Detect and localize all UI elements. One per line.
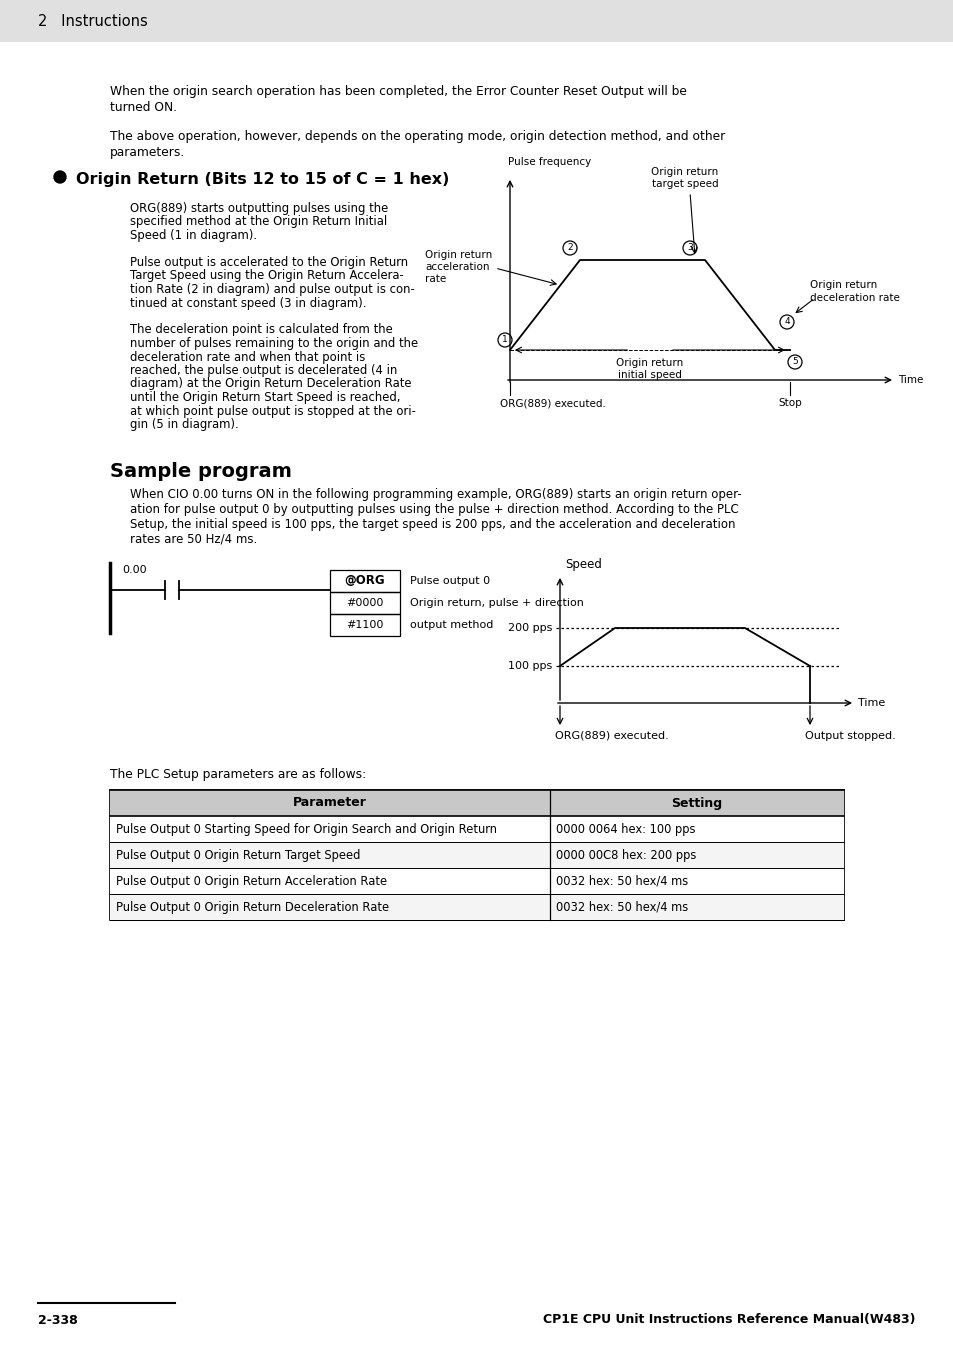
Text: initial speed: initial speed [618,370,681,379]
Text: Pulse Output 0 Origin Return Target Speed: Pulse Output 0 Origin Return Target Spee… [116,849,360,861]
Text: @ORG: @ORG [344,575,385,587]
Text: Target Speed using the Origin Return Accelera-: Target Speed using the Origin Return Acc… [130,270,403,282]
Text: ORG(889) executed.: ORG(889) executed. [499,398,605,408]
Text: CP1E CPU Unit Instructions Reference Manual(W483): CP1E CPU Unit Instructions Reference Man… [543,1314,915,1327]
Text: ation for pulse output 0 by outputting pulses using the pulse + direction method: ation for pulse output 0 by outputting p… [130,504,738,516]
Text: Stop: Stop [778,398,801,408]
Bar [330,570,399,593]
Text: reached, the pulse output is decelerated (4 in: reached, the pulse output is decelerated… [130,364,397,377]
Text: tion Rate (2 in diagram) and pulse output is con-: tion Rate (2 in diagram) and pulse outpu… [130,284,415,296]
Text: 0.00: 0.00 [123,566,147,575]
Text: gin (5 in diagram).: gin (5 in diagram). [130,418,238,431]
Text: target speed: target speed [651,180,718,189]
Text: Speed (1 in diagram).: Speed (1 in diagram). [130,230,257,242]
Text: Pulse output 0: Pulse output 0 [410,576,490,586]
Bar [110,842,843,868]
Text: ORG(889) starts outputting pulses using the: ORG(889) starts outputting pulses using … [130,202,388,215]
Text: When CIO 0.00 turns ON in the following programming example, ORG(889) starts an : When CIO 0.00 turns ON in the following … [130,487,741,501]
Bar [0,0,953,42]
Text: Time: Time [897,375,923,385]
Text: 4: 4 [783,317,789,327]
Text: 0000 00C8 hex: 200 pps: 0000 00C8 hex: 200 pps [556,849,696,861]
Text: ORG(889) executed.: ORG(889) executed. [555,730,668,741]
Text: 100 pps: 100 pps [507,662,552,671]
Text: Setup, the initial speed is 100 pps, the target speed is 200 pps, and the accele: Setup, the initial speed is 100 pps, the… [130,518,735,531]
Text: Origin return: Origin return [651,167,718,177]
Text: Setting: Setting [671,796,721,810]
Text: tinued at constant speed (3 in diagram).: tinued at constant speed (3 in diagram). [130,297,366,309]
Text: output method: output method [410,620,493,630]
Text: 2: 2 [567,243,572,252]
Text: 0032 hex: 50 hex/4 ms: 0032 hex: 50 hex/4 ms [556,900,687,914]
Text: 3: 3 [686,243,692,252]
Text: number of pulses remaining to the origin and the: number of pulses remaining to the origin… [130,338,417,350]
Text: Pulse output is accelerated to the Origin Return: Pulse output is accelerated to the Origi… [130,256,408,269]
Text: rates are 50 Hz/4 ms.: rates are 50 Hz/4 ms. [130,533,257,545]
Bar [330,614,399,636]
Text: until the Origin Return Start Speed is reached,: until the Origin Return Start Speed is r… [130,392,400,404]
Text: at which point pulse output is stopped at the ori-: at which point pulse output is stopped a… [130,405,416,417]
Text: Origin return, pulse + direction: Origin return, pulse + direction [410,598,583,608]
Text: Speed: Speed [564,558,601,571]
Text: 0032 hex: 50 hex/4 ms: 0032 hex: 50 hex/4 ms [556,875,687,887]
Text: Output stopped.: Output stopped. [804,730,895,741]
Bar [110,790,843,919]
Text: 2   Instructions: 2 Instructions [38,14,148,28]
Bar [330,593,399,614]
Text: Pulse Output 0 Origin Return Deceleration Rate: Pulse Output 0 Origin Return Deceleratio… [116,900,389,914]
Circle shape [54,171,66,184]
Text: #1100: #1100 [346,620,383,630]
Text: deceleration rate and when that point is: deceleration rate and when that point is [130,351,365,363]
Text: Parameter: Parameter [293,796,367,810]
Text: specified method at the Origin Return Initial: specified method at the Origin Return In… [130,216,387,228]
Text: deceleration rate: deceleration rate [809,293,899,302]
Text: 0000 0064 hex: 100 pps: 0000 0064 hex: 100 pps [556,822,695,836]
Text: 2-338: 2-338 [38,1314,77,1327]
Text: The deceleration point is calculated from the: The deceleration point is calculated fro… [130,324,393,336]
Bar [110,815,843,842]
Text: The above operation, however, depends on the operating mode, origin detection me: The above operation, however, depends on… [110,130,724,143]
Bar [110,894,843,919]
Text: acceleration: acceleration [424,262,489,271]
Text: Origin return: Origin return [424,250,492,261]
Text: The PLC Setup parameters are as follows:: The PLC Setup parameters are as follows: [110,768,366,782]
Text: Pulse Output 0 Origin Return Acceleration Rate: Pulse Output 0 Origin Return Acceleratio… [116,875,387,887]
Text: Pulse frequency: Pulse frequency [507,157,591,167]
Text: #0000: #0000 [346,598,383,608]
Text: Origin Return (Bits 12 to 15 of C = 1 hex): Origin Return (Bits 12 to 15 of C = 1 he… [76,171,449,188]
Text: Time: Time [857,698,884,707]
Text: rate: rate [424,274,446,284]
Text: Origin return: Origin return [809,279,877,290]
Text: 5: 5 [791,358,797,366]
Text: parameters.: parameters. [110,146,185,159]
Text: When the origin search operation has been completed, the Error Counter Reset Out: When the origin search operation has bee… [110,85,686,99]
Bar [110,790,843,815]
Text: 200 pps: 200 pps [507,622,552,633]
Text: Pulse Output 0 Starting Speed for Origin Search and Origin Return: Pulse Output 0 Starting Speed for Origin… [116,822,497,836]
Text: Origin return: Origin return [616,358,683,369]
Text: Sample program: Sample program [110,462,292,481]
Text: turned ON.: turned ON. [110,101,177,113]
Bar [110,868,843,894]
Text: diagram) at the Origin Return Deceleration Rate: diagram) at the Origin Return Decelerati… [130,378,411,390]
Text: 1: 1 [501,336,507,344]
